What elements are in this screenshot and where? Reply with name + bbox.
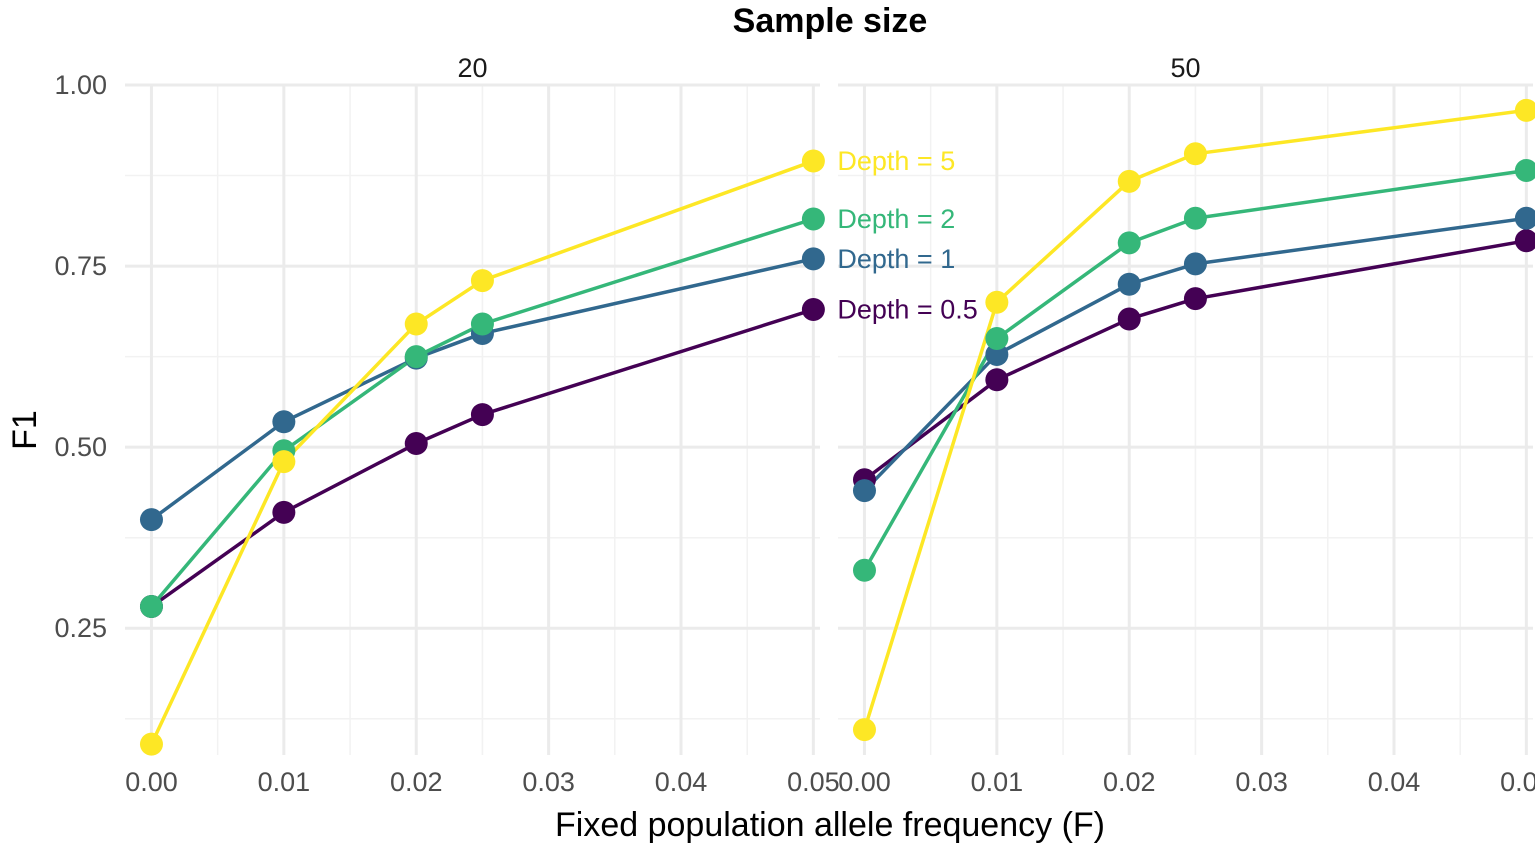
data-point xyxy=(404,312,428,336)
chart-title: Sample size xyxy=(733,2,928,40)
data-point xyxy=(404,432,428,456)
data-point xyxy=(985,342,1009,366)
panel-strip-label: 50 xyxy=(1170,53,1200,83)
data-point xyxy=(1117,169,1141,193)
data-point xyxy=(272,410,296,434)
data-point xyxy=(1514,98,1535,122)
data-point xyxy=(470,269,494,293)
x-tick-label: 0.00 xyxy=(838,767,891,797)
x-tick-label: 0.01 xyxy=(258,767,311,797)
data-point xyxy=(1514,206,1535,230)
data-point xyxy=(1514,229,1535,253)
data-point xyxy=(139,595,163,619)
data-point xyxy=(1514,158,1535,182)
y-tick-label: 1.00 xyxy=(54,70,107,100)
data-point xyxy=(985,327,1009,351)
x-tick-label: 0.02 xyxy=(1103,767,1156,797)
data-point xyxy=(139,508,163,532)
data-point xyxy=(139,732,163,756)
x-tick-label: 0.03 xyxy=(1235,767,1288,797)
data-point xyxy=(1183,142,1207,166)
y-tick-label: 0.75 xyxy=(54,251,107,281)
series-label: Depth = 0.5 xyxy=(837,295,977,325)
x-tick-label: 0.02 xyxy=(390,767,443,797)
data-point xyxy=(852,558,876,582)
x-tick-label: 0.05 xyxy=(787,767,840,797)
x-tick-label: 0.00 xyxy=(125,767,178,797)
panel-strip-label: 20 xyxy=(457,53,487,83)
x-tick-label: 0.03 xyxy=(522,767,575,797)
x-tick-label: 0.04 xyxy=(1368,767,1421,797)
data-point xyxy=(1117,307,1141,331)
y-tick-label: 0.25 xyxy=(54,613,107,643)
data-point xyxy=(985,368,1009,392)
data-point xyxy=(404,345,428,369)
data-point xyxy=(272,500,296,524)
data-point xyxy=(1117,231,1141,255)
data-point xyxy=(801,207,825,231)
data-point xyxy=(801,149,825,173)
data-point xyxy=(801,247,825,271)
data-point xyxy=(1183,252,1207,276)
x-axis-label: Fixed population allele frequency (F) xyxy=(555,806,1105,844)
data-point xyxy=(985,290,1009,314)
series-label: Depth = 2 xyxy=(837,204,955,234)
y-axis-label: F1 xyxy=(6,410,44,450)
y-tick-label: 0.50 xyxy=(54,432,107,462)
series-label: Depth = 1 xyxy=(837,244,955,274)
x-tick-label: 0.04 xyxy=(655,767,708,797)
data-point xyxy=(801,298,825,322)
data-point xyxy=(1183,287,1207,311)
data-point xyxy=(852,479,876,503)
x-tick-label: 0.05 xyxy=(1500,767,1535,797)
data-point xyxy=(1117,272,1141,296)
data-point xyxy=(1183,206,1207,230)
x-tick-label: 0.01 xyxy=(971,767,1024,797)
data-point xyxy=(470,403,494,427)
data-point xyxy=(272,450,296,474)
data-point xyxy=(470,312,494,336)
data-point xyxy=(852,718,876,742)
series-label: Depth = 5 xyxy=(837,146,955,176)
